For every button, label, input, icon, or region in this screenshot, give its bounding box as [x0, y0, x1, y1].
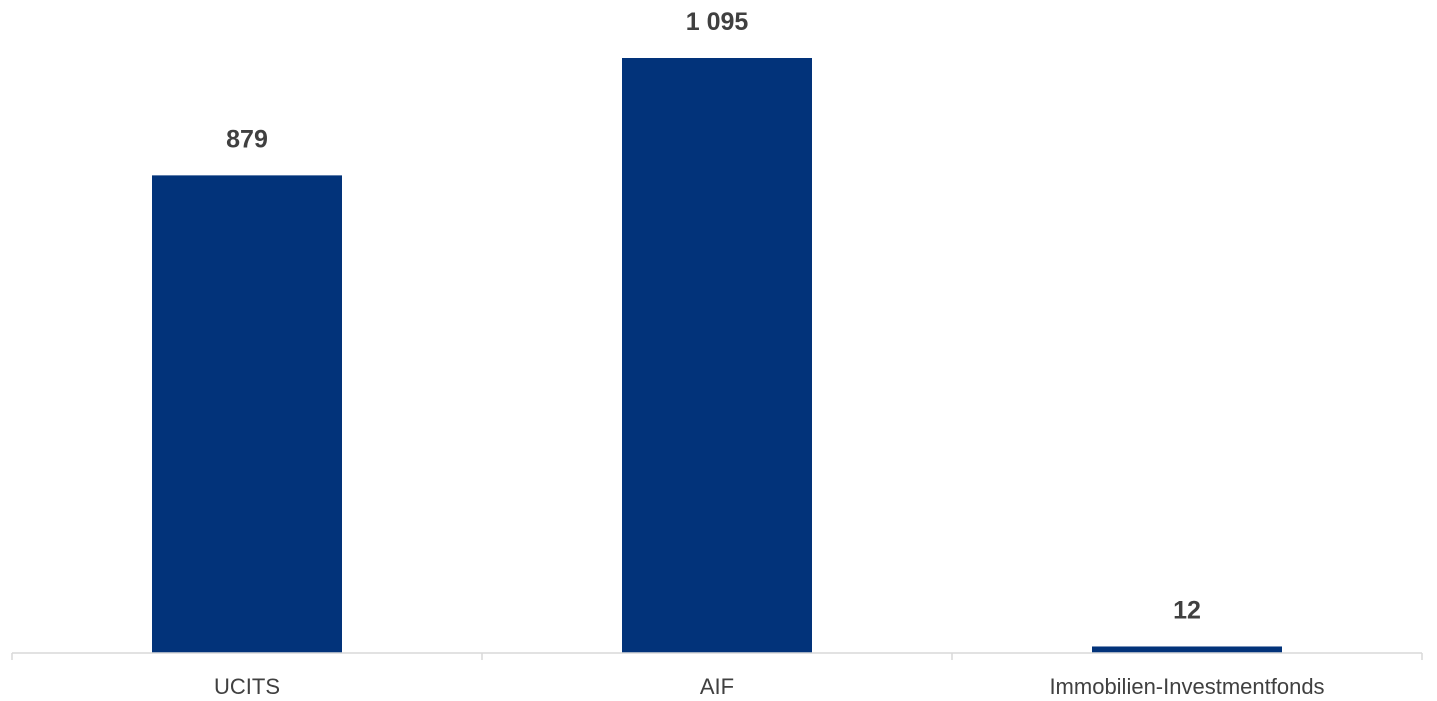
data-label: 1 095	[686, 8, 749, 36]
bars-layer	[152, 58, 1282, 653]
data-label: 879	[226, 125, 268, 153]
bar-immobilien-investmentfonds	[1092, 646, 1282, 653]
bar-aif	[622, 58, 812, 653]
x-axis	[11, 652, 1423, 660]
data-label: 12	[1173, 596, 1201, 624]
x-tick-label: AIF	[700, 674, 734, 699]
bar-ucits	[152, 175, 342, 653]
labels-layer: 879 UCITS 1 095 AIF 12 Immobilien-Investmentf…	[214, 8, 1325, 699]
x-tick-label: Immobilien-Investmentfonds	[1049, 674, 1324, 699]
x-tick-label: UCITS	[214, 674, 280, 699]
